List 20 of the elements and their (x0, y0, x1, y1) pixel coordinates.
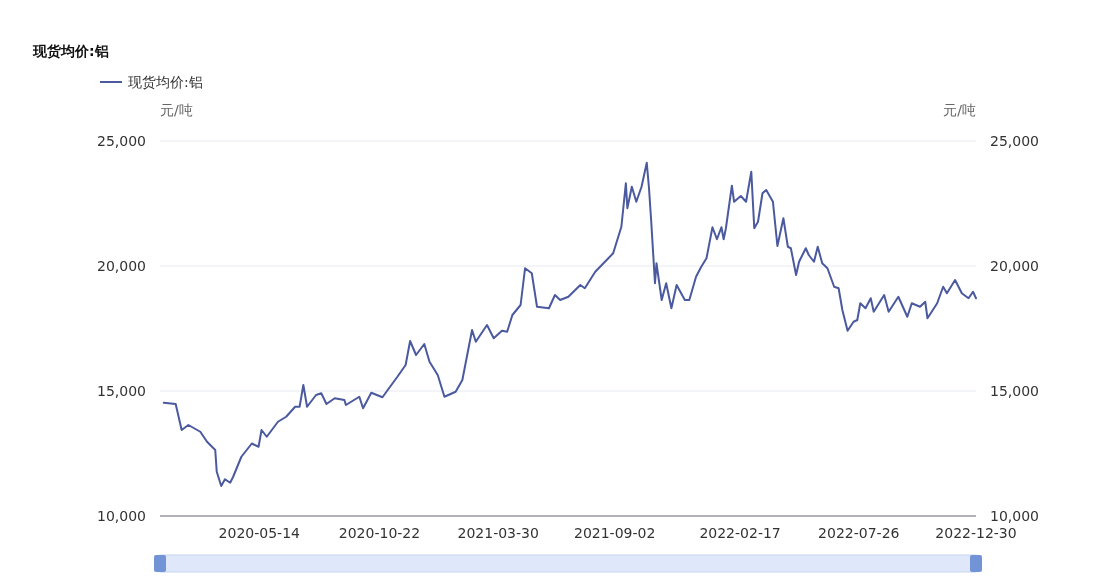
y-tick-label: 10,000 (97, 508, 146, 524)
line-series (162, 161, 977, 487)
y-tick-label: 15,000 (97, 383, 146, 399)
legend-label: 现货均价:铝 (128, 74, 203, 90)
y-tick-label: 25,000 (97, 133, 146, 149)
y-tick-label: 20,000 (97, 258, 146, 274)
y2-axis-title: 元/吨 (943, 102, 976, 118)
x-tick-label: 2022-02-17 (699, 525, 781, 541)
x-tick-label: 2021-03-30 (457, 525, 539, 541)
y2-tick-label: 10,000 (990, 508, 1039, 524)
x-tick-label: 2022-07-26 (818, 525, 900, 541)
y2-tick-label: 25,000 (990, 133, 1039, 149)
y2-tick-label: 20,000 (990, 258, 1039, 274)
x-tick-label: 2020-05-14 (218, 525, 301, 541)
chart-title: 现货均价:铝 (32, 43, 109, 59)
x-tick-label: 2021-09-02 (573, 525, 656, 541)
y2-tick-label: 15,000 (990, 383, 1039, 399)
x-tick-label: 2022-12-30 (935, 525, 1017, 541)
x-tick-label: 2020-10-22 (338, 525, 421, 541)
y-axis-title: 元/吨 (160, 102, 193, 118)
